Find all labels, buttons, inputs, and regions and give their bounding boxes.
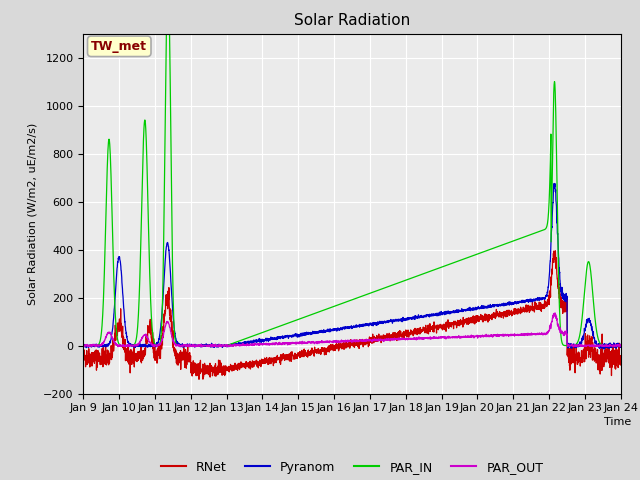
X-axis label: Time: Time <box>604 417 632 427</box>
PAR_OUT <box>285 340 293 346</box>
Pyranom <box>600 346 608 352</box>
PAR_IN <box>549 140 557 145</box>
PAR_OUT <box>141 332 148 338</box>
Pyranom <box>79 344 87 350</box>
PAR_OUT <box>607 343 614 348</box>
PAR_OUT <box>173 342 180 348</box>
Line: Pyranom: Pyranom <box>83 183 621 349</box>
PAR_IN <box>607 343 614 348</box>
RNet <box>79 352 87 358</box>
RNet <box>285 358 293 364</box>
PAR_IN <box>173 342 180 348</box>
PAR_OUT <box>309 339 317 345</box>
RNet <box>195 376 203 382</box>
RNet <box>309 350 317 356</box>
Text: TW_met: TW_met <box>92 40 147 53</box>
Pyranom <box>141 344 148 349</box>
PAR_OUT <box>198 344 206 350</box>
Pyranom <box>309 328 317 334</box>
Pyranom <box>548 211 556 216</box>
PAR_OUT <box>548 315 556 321</box>
Pyranom <box>173 338 180 344</box>
PAR_OUT <box>551 310 559 316</box>
PAR_IN <box>141 119 148 124</box>
RNet <box>617 356 625 361</box>
Pyranom <box>285 334 293 339</box>
RNet <box>552 248 559 254</box>
Title: Solar Radiation: Solar Radiation <box>294 13 410 28</box>
PAR_IN <box>223 343 230 348</box>
Legend: RNet, Pyranom, PAR_IN, PAR_OUT: RNet, Pyranom, PAR_IN, PAR_OUT <box>156 456 548 479</box>
PAR_IN <box>309 311 317 317</box>
PAR_IN <box>286 320 294 325</box>
RNet <box>173 360 180 366</box>
PAR_IN <box>617 343 625 348</box>
Pyranom <box>551 180 559 186</box>
PAR_OUT <box>617 342 625 348</box>
Pyranom <box>617 344 625 350</box>
Line: PAR_IN: PAR_IN <box>83 0 621 346</box>
PAR_IN <box>79 343 87 348</box>
Y-axis label: Solar Radiation (W/m2, uE/m2/s): Solar Radiation (W/m2, uE/m2/s) <box>28 122 37 305</box>
Line: PAR_OUT: PAR_OUT <box>83 313 621 347</box>
Pyranom <box>607 343 614 348</box>
Line: RNet: RNet <box>83 251 621 379</box>
RNet <box>548 262 556 268</box>
RNet <box>607 351 614 357</box>
PAR_OUT <box>79 343 87 349</box>
RNet <box>141 347 148 353</box>
